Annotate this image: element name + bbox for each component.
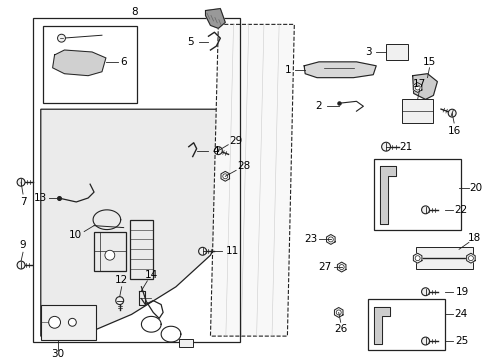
Bar: [401, 99, 432, 123]
Polygon shape: [412, 253, 421, 263]
Circle shape: [468, 256, 472, 261]
Polygon shape: [205, 9, 225, 28]
Text: 29: 29: [229, 136, 242, 146]
Polygon shape: [466, 253, 474, 263]
Bar: [179, 339, 192, 347]
Circle shape: [17, 261, 25, 269]
Circle shape: [68, 318, 76, 326]
Circle shape: [198, 247, 206, 255]
Bar: [386, 44, 407, 60]
Circle shape: [223, 174, 227, 179]
Text: 27: 27: [318, 262, 331, 272]
Polygon shape: [412, 74, 436, 99]
Circle shape: [116, 297, 123, 305]
Polygon shape: [337, 262, 345, 272]
Bar: [367, 299, 445, 350]
Circle shape: [421, 206, 428, 214]
Text: 12: 12: [115, 275, 128, 285]
Text: 10: 10: [69, 230, 81, 240]
Circle shape: [105, 250, 115, 260]
Bar: [33, 18, 240, 342]
Polygon shape: [373, 306, 389, 344]
Polygon shape: [41, 109, 228, 338]
Point: [334, 100, 342, 106]
Text: 19: 19: [454, 287, 468, 297]
Text: 14: 14: [144, 270, 158, 280]
Circle shape: [327, 237, 333, 242]
Bar: [129, 220, 153, 279]
Bar: [415, 247, 472, 269]
Circle shape: [421, 288, 428, 296]
Text: 9: 9: [20, 240, 26, 250]
Text: 28: 28: [237, 161, 250, 171]
Circle shape: [336, 310, 341, 315]
Text: 26: 26: [333, 324, 346, 334]
Circle shape: [214, 147, 222, 154]
Polygon shape: [221, 171, 229, 181]
Text: 15: 15: [422, 57, 435, 67]
Text: 4: 4: [212, 146, 218, 156]
Text: 3: 3: [364, 47, 371, 57]
Circle shape: [49, 316, 61, 328]
Polygon shape: [210, 24, 294, 336]
Circle shape: [381, 142, 390, 151]
Text: 7: 7: [20, 197, 26, 207]
Text: 1: 1: [285, 65, 291, 75]
Bar: [42, 26, 137, 103]
Text: 2: 2: [315, 101, 322, 111]
Text: 22: 22: [453, 205, 467, 215]
Text: 6: 6: [120, 57, 127, 67]
Text: 8: 8: [131, 6, 138, 17]
Text: 5: 5: [187, 37, 194, 47]
Bar: [373, 158, 460, 230]
Text: 11: 11: [225, 246, 238, 256]
Polygon shape: [326, 234, 334, 244]
Point: [55, 195, 62, 201]
Polygon shape: [53, 50, 106, 76]
Text: 24: 24: [453, 309, 467, 319]
Circle shape: [421, 337, 428, 345]
Circle shape: [17, 178, 25, 186]
Circle shape: [58, 34, 65, 42]
Text: 30: 30: [51, 349, 64, 359]
Text: 25: 25: [454, 336, 468, 346]
Text: 20: 20: [468, 183, 482, 193]
Polygon shape: [379, 166, 395, 224]
Polygon shape: [412, 82, 421, 93]
Text: 21: 21: [398, 142, 411, 152]
Polygon shape: [304, 62, 375, 78]
Text: 13: 13: [34, 193, 47, 203]
Circle shape: [414, 85, 419, 90]
Circle shape: [414, 256, 419, 261]
Text: 17: 17: [412, 78, 426, 89]
Text: 23: 23: [304, 234, 317, 244]
Circle shape: [447, 109, 455, 117]
Text: 16: 16: [447, 126, 460, 136]
Text: 18: 18: [468, 233, 481, 243]
Circle shape: [339, 265, 344, 270]
Polygon shape: [334, 307, 342, 318]
Bar: [41, 305, 96, 340]
Bar: [94, 231, 125, 271]
